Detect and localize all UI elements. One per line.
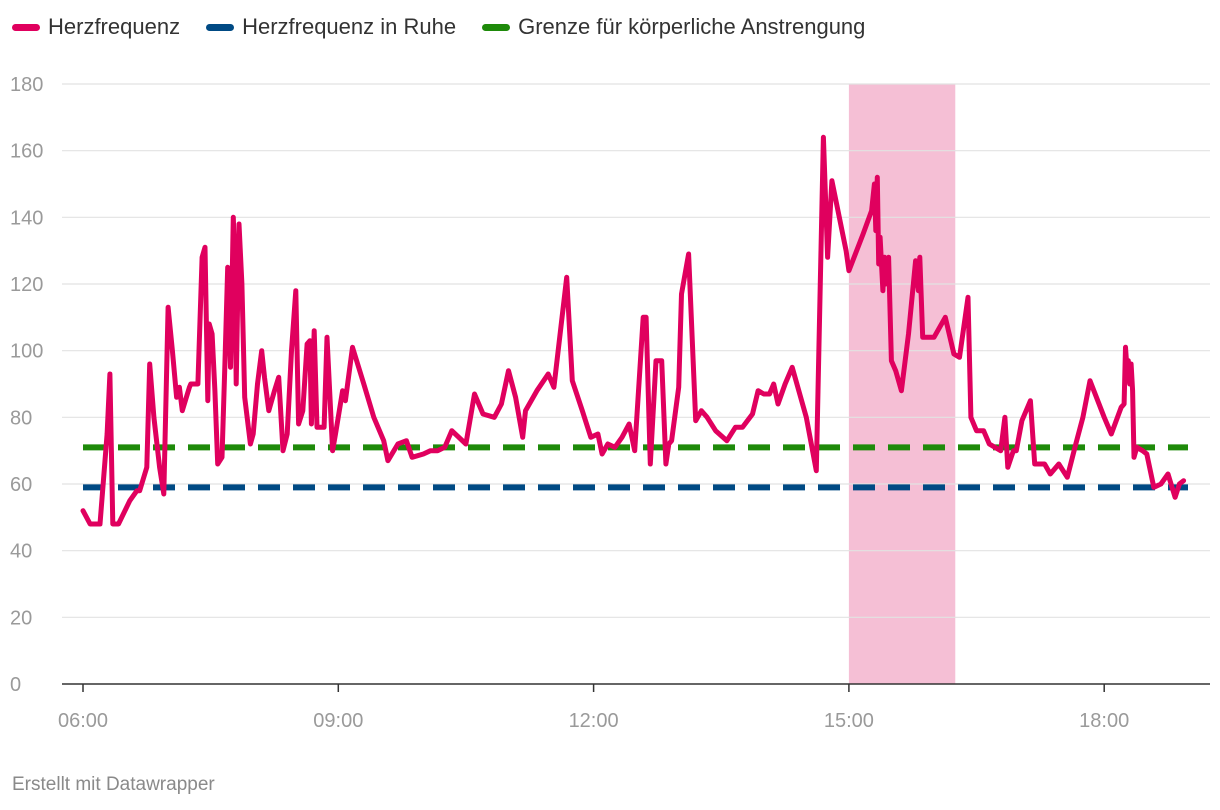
y-tick-label-120: 120 bbox=[10, 274, 43, 296]
legend-swatch-herzfrequenz bbox=[12, 23, 40, 31]
y-tick-label-180: 180 bbox=[10, 74, 43, 96]
legend-item-grenze[interactable]: Grenze für körperliche Anstrengung bbox=[482, 14, 865, 40]
chart-legend: Herzfrequenz Herzfrequenz in Ruhe Grenze… bbox=[12, 14, 891, 40]
heart-rate-chart: 0 20 40 60 80 100 120 140 160 180 06:00 09:00 12:00 1… bbox=[10, 74, 1210, 732]
x-tick-label-1500: 15:00 bbox=[824, 710, 874, 732]
y-tick-label-140: 140 bbox=[10, 207, 43, 229]
x-tick-label-0900: 09:00 bbox=[313, 710, 363, 732]
x-tick-label-0600: 06:00 bbox=[58, 710, 108, 732]
legend-label-herzfrequenz: Herzfrequenz bbox=[48, 14, 181, 39]
legend-item-herzfrequenz[interactable]: Herzfrequenz bbox=[12, 14, 180, 40]
heart-rate-line bbox=[80, 134, 1187, 527]
legend-label-grenze: Grenze für körperliche Anstrengung bbox=[518, 14, 866, 39]
y-tick-label-20: 20 bbox=[10, 607, 32, 629]
y-tick-label-100: 100 bbox=[10, 341, 43, 363]
x-tick-label-1800: 18:00 bbox=[1079, 710, 1129, 732]
y-tick-label-40: 40 bbox=[10, 541, 32, 563]
credit-text: Erstellt mit Datawrapper bbox=[12, 774, 215, 795]
legend-label-herzfrequenz-in-ruhe: Herzfrequenz in Ruhe bbox=[242, 14, 457, 39]
legend-swatch-grenze bbox=[482, 23, 511, 31]
y-tick-label-80: 80 bbox=[10, 407, 32, 429]
legend-item-herzfrequenz-in-ruhe[interactable]: Herzfrequenz in Ruhe bbox=[206, 14, 456, 40]
x-tick-label-1200: 12:00 bbox=[569, 710, 619, 732]
legend-swatch-herzfrequenz-in-ruhe bbox=[206, 23, 235, 31]
y-tick-label-60: 60 bbox=[10, 474, 32, 496]
y-tick-label-160: 160 bbox=[10, 141, 43, 163]
y-tick-label-0: 0 bbox=[10, 674, 21, 696]
